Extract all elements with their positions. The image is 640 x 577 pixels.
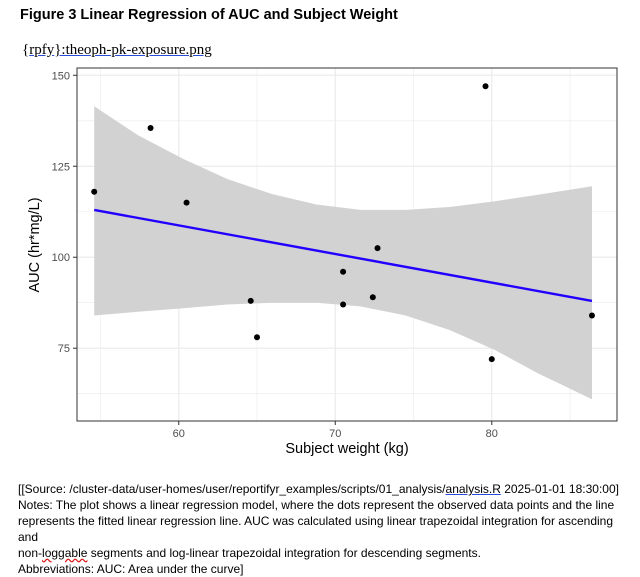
y-tick-label: 125	[52, 161, 70, 173]
source-timestamp: 2025-01-01 18:30:00]	[500, 482, 619, 496]
regression-line-layer	[94, 208, 593, 303]
x-axis-label: Subject weight (kg)	[285, 441, 408, 457]
y-axis-label: AUC (hr*mg/L)	[27, 197, 43, 292]
data-point	[369, 294, 376, 301]
source-path: [[Source: /cluster-data/user-homes/user/…	[18, 482, 446, 496]
file-ref-rpfy: rpfy	[29, 42, 55, 58]
data-point	[374, 245, 381, 252]
data-point	[482, 83, 489, 90]
data-point	[254, 334, 260, 341]
axes: 60 70 80 75 100 125 150	[52, 67, 618, 440]
source-file: analysis.R	[445, 482, 501, 496]
abbreviations-line: Abbreviations: AUC: Area under the curve…	[18, 562, 244, 576]
notes-cont-b: loggable	[42, 546, 88, 560]
figure-footnote: [[Source: /cluster-data/user-homes/user/…	[18, 481, 628, 577]
x-tick-label: 80	[486, 428, 498, 440]
data-point	[147, 125, 154, 132]
figure-title: Figure 3 Linear Regression of AUC and Su…	[20, 7, 398, 23]
data-point	[340, 301, 347, 308]
y-tick-label: 75	[58, 343, 70, 355]
y-tick-label: 100	[52, 252, 70, 264]
file-reference: {rpfy}:theoph-pk-exposure.png	[22, 42, 212, 59]
data-point	[91, 188, 98, 195]
regression-chart: 60 70 80 75 100 125 150 Subject weight (kg) AU…	[27, 67, 618, 457]
file-ref-prefix: {	[22, 42, 30, 58]
regression-line	[94, 208, 593, 303]
confidence-band	[94, 106, 592, 400]
data-point	[588, 312, 595, 319]
panel-border	[76, 67, 618, 422]
notes-continuation: non-loggable segments and log-linear tra…	[18, 545, 628, 561]
data-point	[488, 356, 495, 363]
data-point	[247, 297, 254, 304]
confidence-band-layer	[94, 106, 592, 400]
source-line: [[Source: /cluster-data/user-homes/user/…	[18, 481, 628, 497]
notes-line: Notes: The plot shows a linear regressio…	[18, 498, 615, 544]
data-point	[340, 268, 347, 275]
data-points	[91, 83, 595, 363]
y-tick-label: 150	[52, 70, 70, 82]
x-tick-label: 70	[329, 428, 341, 440]
notes-cont-c: segments and log-linear trapezoidal inte…	[87, 546, 481, 560]
x-tick-label: 60	[173, 428, 185, 440]
notes-cont-a: non-	[18, 546, 43, 560]
data-point	[183, 199, 190, 206]
file-ref-rest: }:theoph-pk-exposure.png	[54, 42, 212, 58]
